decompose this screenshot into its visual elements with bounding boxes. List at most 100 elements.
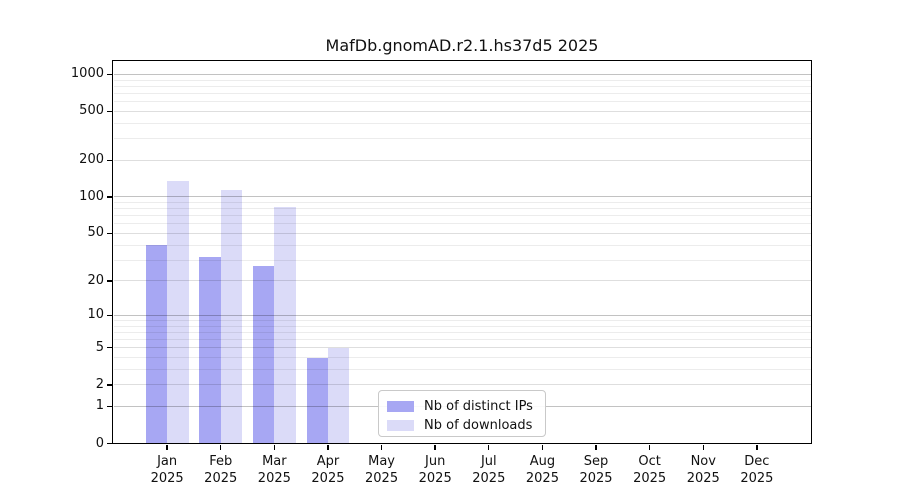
x-tick-label: Oct 2025	[618, 453, 682, 487]
gridline-minor	[113, 244, 811, 246]
y-tick-mark	[107, 196, 112, 198]
x-tick-label: Jul 2025	[457, 453, 521, 487]
gridline-mid	[113, 110, 811, 112]
y-tick-mark	[107, 232, 112, 235]
gridline-mid	[113, 384, 811, 386]
y-tick-label: 20	[87, 272, 104, 288]
gridline-major	[113, 314, 811, 316]
gridline-minor	[113, 202, 811, 204]
bar-downloads-mar	[274, 206, 296, 444]
legend-swatch-distinct-ips-icon	[387, 401, 414, 412]
x-tick-label: Mar 2025	[242, 453, 306, 487]
x-tick-mark	[327, 445, 329, 450]
y-tick-mark	[107, 405, 112, 408]
y-tick-mark	[107, 73, 112, 76]
y-tick-mark	[107, 110, 112, 113]
gridline-minor	[113, 215, 811, 217]
x-tick-mark	[756, 445, 758, 450]
gridline-mid	[113, 347, 811, 349]
x-tick-mark	[595, 445, 597, 450]
legend-entry-distinct-ips: Nb of distinct IPs	[387, 397, 537, 416]
x-tick-label: Aug 2025	[510, 453, 574, 487]
x-tick-label-year: 2025	[525, 470, 559, 486]
x-tick-label-year: 2025	[311, 470, 345, 486]
gridline-minor	[113, 92, 811, 94]
bar-distinct-ips-jan	[145, 245, 168, 444]
chart-title: MafDb.gnomAD.r2.1.hs37d5 2025	[325, 36, 599, 55]
x-tick-mark	[273, 445, 276, 450]
x-tick-label: Apr 2025	[296, 453, 360, 487]
x-tick-mark	[166, 445, 168, 450]
x-tick-label-year: 2025	[633, 470, 667, 486]
gridline-minor	[113, 101, 811, 103]
bar-distinct-ips-mar	[252, 265, 275, 444]
y-tick-label: 100	[79, 188, 104, 204]
x-tick-label-year: 2025	[686, 470, 720, 486]
x-tick-label-year: 2025	[418, 470, 452, 486]
bar-distinct-ips-apr	[306, 357, 328, 444]
gridline-minor	[113, 339, 811, 341]
x-tick-label-year: 2025	[257, 470, 291, 486]
y-tick-label: 10	[87, 307, 104, 323]
gridline-mid	[113, 159, 811, 161]
y-tick-label: 500	[79, 103, 104, 119]
gridline-minor	[113, 259, 811, 261]
gridline-minor	[113, 357, 811, 359]
y-tick-mark	[107, 280, 112, 282]
gridline-mid	[113, 280, 811, 282]
x-tick-label: Sep 2025	[564, 453, 628, 487]
y-tick-label: 1	[95, 398, 104, 414]
y-tick-label: 2	[95, 376, 104, 392]
x-tick-label-year: 2025	[472, 470, 506, 486]
y-tick-mark	[107, 314, 112, 317]
gridline-minor	[113, 122, 811, 124]
x-tick-label: May 2025	[350, 453, 414, 487]
gridline-minor	[113, 138, 811, 140]
x-tick-label-year: 2025	[365, 470, 399, 486]
x-tick-label: Jan 2025	[135, 453, 199, 487]
gridline-mid	[113, 232, 811, 234]
bar-downloads-apr	[327, 347, 350, 444]
x-tick-label-year: 2025	[150, 470, 184, 486]
gridline-minor	[113, 85, 811, 87]
gridline-major	[113, 196, 811, 198]
y-tick-mark	[107, 347, 112, 349]
gridline-minor	[113, 223, 811, 225]
gridline-minor	[113, 320, 811, 321]
x-tick-mark	[380, 445, 383, 450]
gridline-minor	[113, 325, 811, 327]
bar-distinct-ips-feb	[199, 256, 221, 444]
x-tick-label: Nov 2025	[671, 453, 735, 487]
legend-swatch-downloads-icon	[387, 420, 414, 431]
x-tick-label: Feb 2025	[189, 453, 253, 487]
legend: Nb of distinct IPs Nb of downloads	[378, 390, 546, 437]
x-tick-mark	[488, 445, 490, 450]
x-tick-label: Dec 2025	[725, 453, 789, 487]
gridline-major	[113, 73, 811, 75]
gridline-minor	[113, 368, 811, 370]
x-tick-label-year: 2025	[579, 470, 613, 486]
x-tick-label-year: 2025	[204, 470, 238, 486]
legend-label-distinct-ips: Nb of distinct IPs	[424, 399, 533, 414]
y-tick-label: 5	[95, 339, 104, 355]
gridline-minor	[113, 331, 811, 333]
x-tick-mark	[434, 445, 436, 450]
bar-downloads-jan	[167, 180, 189, 444]
x-tick-label: Jun 2025	[403, 453, 467, 487]
x-tick-mark	[648, 445, 651, 450]
gridline-minor	[113, 79, 811, 81]
y-tick-mark	[107, 384, 112, 386]
x-tick-mark	[220, 445, 222, 450]
y-tick-mark	[107, 159, 112, 161]
gridline-minor	[113, 208, 811, 210]
x-tick-label-year: 2025	[740, 470, 774, 486]
y-tick-label: 50	[87, 225, 104, 241]
x-tick-mark	[541, 445, 544, 450]
x-tick-mark	[702, 445, 704, 450]
y-tick-mark	[107, 442, 112, 445]
